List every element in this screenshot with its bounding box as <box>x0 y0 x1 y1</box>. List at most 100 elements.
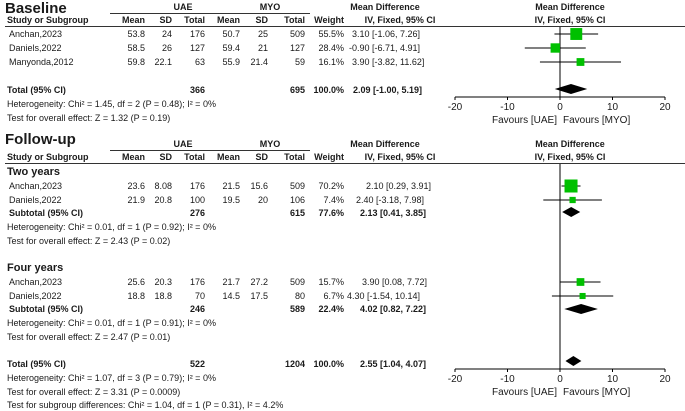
x-tick-label: 20 <box>659 374 671 385</box>
subtotal-label: Subtotal (95% CI) <box>9 208 84 218</box>
ci-text: 3.90 [0.08, 7.72] <box>362 277 428 287</box>
weight: 100.0% <box>313 85 344 95</box>
uae-total: 276 <box>189 208 205 218</box>
myo-mean: 21.7 <box>222 277 240 287</box>
myo-total: 509 <box>289 29 305 39</box>
weight: 70.2% <box>318 181 344 191</box>
myo-mean: 21.5 <box>222 181 240 191</box>
favours-right-label: Favours [MYO] <box>563 387 630 398</box>
myo-sd: 25 <box>257 29 268 39</box>
overall-effect-text: Test for overall effect: Z = 1.32 (P = 0… <box>7 113 171 123</box>
col-myo-mean: Mean <box>216 15 240 25</box>
uae-sd: 20.3 <box>154 277 172 287</box>
ci-text: -0.90 [-6.71, 4.91] <box>349 43 421 53</box>
x-tick-label: 0 <box>557 374 563 385</box>
uae-total: 176 <box>189 181 205 191</box>
md-header: Mean Difference <box>350 139 420 149</box>
uae-header-rule <box>110 150 214 151</box>
ci-text: 3.10 [-1.06, 7.26] <box>352 29 421 39</box>
myo-header-rule <box>206 150 310 151</box>
weight: 16.1% <box>318 57 344 67</box>
col-weight: Weight <box>314 15 344 25</box>
myo-group-header: MYO <box>259 2 281 12</box>
col-study: Study or Subgroup <box>7 152 89 162</box>
effect-square <box>550 43 560 53</box>
ci-text: 4.30 [-1.54, 10.14] <box>347 291 421 301</box>
col-uae-total: Total <box>184 15 205 25</box>
weight: 55.5% <box>318 29 344 39</box>
myo-group-header: MYO <box>259 139 281 149</box>
effect-square <box>570 28 583 40</box>
x-tick-label: -10 <box>500 102 515 113</box>
myo-sd: 21.4 <box>250 57 268 67</box>
uae-sd: 22.1 <box>154 57 172 67</box>
col-uae-sd: SD <box>159 152 172 162</box>
pooled-diamond <box>562 207 581 217</box>
subgroup-differences-text: Test for subgroup differences: Chi² = 1.… <box>7 400 284 410</box>
myo-total: 1204 <box>284 359 305 369</box>
myo-sd: 20 <box>257 195 268 205</box>
weight: 28.4% <box>318 43 344 53</box>
ci-text: 2.13 [0.41, 3.85] <box>360 208 427 218</box>
col-study: Study or Subgroup <box>7 15 89 25</box>
ci-text: 2.10 [0.29, 3.91] <box>366 181 432 191</box>
col-uae-total: Total <box>184 152 205 162</box>
myo-mean: 14.5 <box>222 291 240 301</box>
baseline-header-rule <box>5 26 685 27</box>
x-tick-label: -10 <box>500 374 515 385</box>
ci-text: 2.55 [1.04, 4.07] <box>360 359 427 369</box>
x-tick-label: 10 <box>607 102 619 113</box>
myo-header-rule <box>206 13 310 14</box>
col-myo-mean: Mean <box>216 152 240 162</box>
pooled-diamond <box>564 304 598 314</box>
uae-sd: 24 <box>161 29 172 39</box>
total-label: Total (95% CI) <box>7 85 66 95</box>
uae-total: 127 <box>189 43 205 53</box>
myo-total: 59 <box>294 57 305 67</box>
pooled-diamond <box>565 356 582 366</box>
uae-total: 100 <box>189 195 205 205</box>
myo-mean: 19.5 <box>222 195 240 205</box>
col-myo-total: Total <box>284 15 305 25</box>
study-name: Daniels,2022 <box>9 195 62 205</box>
weight: 6.7% <box>323 291 344 301</box>
x-tick-label: 10 <box>607 374 619 385</box>
weight: 15.7% <box>318 277 344 287</box>
effect-square <box>576 58 585 66</box>
plot-ci-header: IV, Fixed, 95% CI <box>534 15 606 25</box>
myo-sd: 17.5 <box>250 291 268 301</box>
myo-total: 615 <box>289 208 305 218</box>
effect-square <box>564 179 578 193</box>
heterogeneity-text: Heterogeneity: Chi² = 0.01, df = 1 (P = … <box>7 318 216 328</box>
uae-group-header: UAE <box>173 2 193 12</box>
plot-md-header: Mean Difference <box>535 2 605 12</box>
x-tick-label: 20 <box>659 102 671 113</box>
effect-square <box>569 196 576 204</box>
heterogeneity-text: Heterogeneity: Chi² = 1.07, df = 3 (P = … <box>7 373 216 383</box>
total-label: Total (95% CI) <box>7 359 66 369</box>
uae-total: 63 <box>194 57 205 67</box>
overall-effect-text: Test for overall effect: Z = 2.43 (P = 0… <box>7 236 171 246</box>
weight: 7.4% <box>323 195 344 205</box>
weight: 77.6% <box>318 208 344 218</box>
overall-effect-text: Test for overall effect: Z = 2.47 (P = 0… <box>7 332 171 342</box>
pooled-diamond <box>554 84 588 94</box>
uae-mean: 53.8 <box>127 29 145 39</box>
uae-mean: 25.6 <box>127 277 145 287</box>
ci-text: 2.09 [-1.00, 5.19] <box>353 85 423 95</box>
plot-ci-header: IV, Fixed, 95% CI <box>534 152 606 162</box>
favours-left-label: Favours [UAE] <box>492 115 557 126</box>
uae-sd: 18.8 <box>154 291 172 301</box>
heterogeneity-text: Heterogeneity: Chi² = 0.01, df = 1 (P = … <box>7 222 216 232</box>
uae-total: 522 <box>189 359 205 369</box>
ci-text: 3.90 [-3.82, 11.62] <box>352 57 425 67</box>
study-name: Anchan,2023 <box>9 181 63 191</box>
uae-mean: 58.5 <box>127 43 145 53</box>
followup-title: Follow-up <box>5 131 76 148</box>
myo-total: 589 <box>289 304 305 314</box>
study-name: Anchan,2023 <box>9 277 63 287</box>
myo-total: 695 <box>289 85 305 95</box>
uae-mean: 23.6 <box>127 181 145 191</box>
myo-sd: 21 <box>257 43 268 53</box>
